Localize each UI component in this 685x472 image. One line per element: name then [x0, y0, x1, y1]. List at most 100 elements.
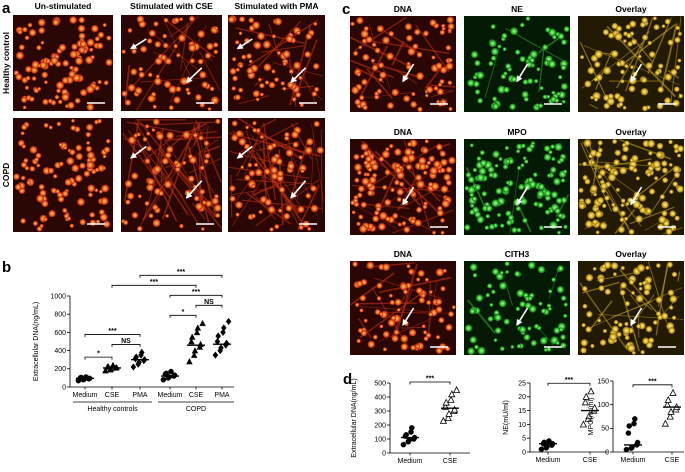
- cell: [474, 344, 479, 350]
- cell: [41, 71, 48, 79]
- cell: [440, 185, 449, 194]
- cell: [416, 180, 425, 189]
- cell: [206, 42, 214, 50]
- cell: [414, 28, 421, 36]
- cell: [356, 338, 361, 344]
- cell: [203, 140, 210, 146]
- fiber: [415, 24, 450, 72]
- arrow: [402, 307, 415, 327]
- fiber: [619, 269, 662, 319]
- cell: [469, 263, 478, 271]
- cell: [282, 50, 291, 58]
- cell: [100, 197, 109, 206]
- cell: [628, 279, 635, 285]
- cell: [469, 209, 475, 215]
- cell: [71, 164, 80, 173]
- cell: [397, 222, 402, 227]
- data-point: [191, 347, 199, 354]
- cell: [189, 58, 196, 64]
- cell: [600, 182, 608, 190]
- cell: [61, 93, 70, 102]
- data-point: [199, 319, 206, 327]
- cell: [582, 161, 587, 167]
- cell: [214, 26, 219, 31]
- cell: [78, 16, 85, 24]
- cell: [523, 182, 532, 191]
- significance-bracket: [409, 381, 451, 385]
- data-point: [197, 340, 204, 347]
- cell: [563, 169, 568, 174]
- cell: [672, 99, 680, 107]
- y-tick-label: 300: [374, 408, 386, 415]
- fiber: [361, 203, 410, 210]
- micrograph: [464, 16, 570, 112]
- cell: [358, 214, 364, 220]
- cell: [502, 185, 510, 193]
- cell: [246, 53, 252, 59]
- cell: [75, 57, 83, 65]
- cell: [494, 163, 499, 168]
- cell: [527, 295, 533, 301]
- cell: [669, 295, 678, 303]
- cell: [95, 219, 101, 224]
- cell: [175, 86, 182, 92]
- fiber: [357, 92, 413, 99]
- fiber: [616, 30, 650, 89]
- cell: [372, 215, 380, 223]
- cell: [539, 336, 548, 345]
- cell: [560, 178, 566, 183]
- cell: [580, 347, 587, 354]
- significance-bracket: [169, 294, 223, 298]
- cell: [412, 43, 419, 50]
- cell: [252, 121, 257, 126]
- cell: [124, 99, 132, 106]
- cell: [592, 91, 601, 100]
- cell: [492, 150, 500, 158]
- cell: [590, 149, 597, 157]
- cell: [435, 268, 444, 277]
- data-point: [186, 358, 193, 365]
- cell: [376, 88, 382, 94]
- cell: [391, 88, 399, 97]
- cell: [653, 24, 660, 31]
- cell: [36, 45, 42, 51]
- fiber: [268, 23, 280, 58]
- cell: [662, 177, 669, 184]
- cell: [522, 156, 527, 161]
- cell: [637, 54, 642, 59]
- cell: [291, 130, 299, 139]
- cell: [259, 82, 265, 89]
- y-tick-label: 400: [374, 394, 386, 401]
- cell: [246, 67, 254, 75]
- cell: [426, 300, 432, 305]
- cell: [235, 67, 240, 72]
- cell: [52, 18, 60, 26]
- cell: [179, 223, 184, 229]
- cell: [99, 189, 103, 194]
- image-header: DNA: [394, 4, 412, 14]
- cell: [153, 165, 162, 174]
- cell: [401, 221, 407, 226]
- cell: [67, 216, 71, 221]
- fiber: [593, 158, 652, 170]
- significance-bracket: [139, 274, 223, 278]
- cell: [357, 170, 362, 175]
- cell: [262, 40, 271, 49]
- cell: [559, 157, 565, 163]
- cell: [354, 163, 362, 172]
- cell: [418, 297, 425, 304]
- cell: [661, 312, 669, 320]
- cell: [551, 90, 556, 95]
- cell: [263, 63, 272, 72]
- fiber: [164, 136, 222, 141]
- cell: [284, 131, 290, 138]
- cell: [200, 227, 205, 231]
- cell: [186, 91, 191, 96]
- cell: [71, 43, 78, 51]
- cell: [173, 160, 179, 166]
- cell: [422, 147, 429, 154]
- cell: [410, 101, 417, 108]
- image-header: CITH3: [505, 249, 530, 259]
- fiber: [297, 185, 320, 230]
- cell: [176, 53, 181, 58]
